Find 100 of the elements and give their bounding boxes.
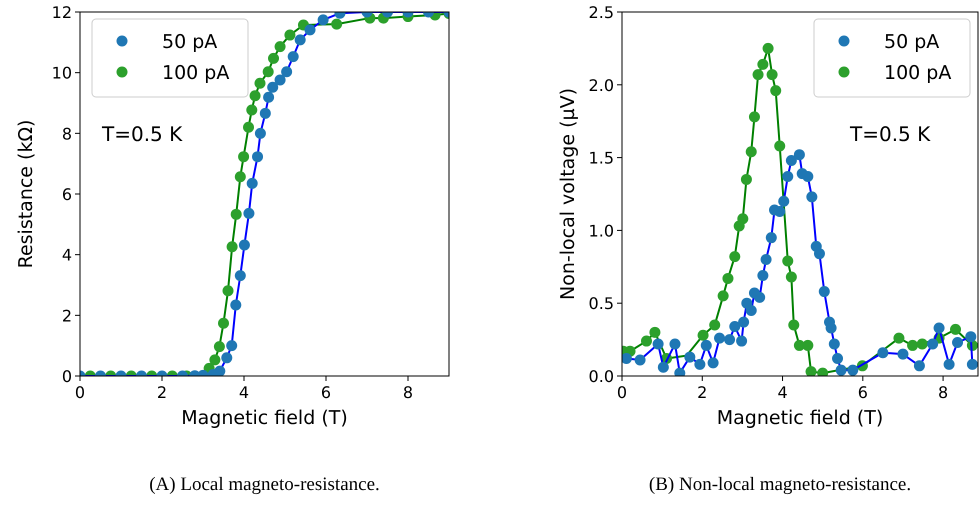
y-tick-label: 0.5 xyxy=(588,294,614,314)
point xyxy=(304,24,316,36)
point xyxy=(652,338,664,350)
point xyxy=(757,270,768,282)
y-tick-label: 10 xyxy=(52,64,72,83)
point xyxy=(748,111,760,122)
point xyxy=(847,364,858,376)
point xyxy=(718,290,729,302)
point xyxy=(760,254,772,266)
point xyxy=(934,322,945,334)
point xyxy=(318,14,329,26)
point xyxy=(832,353,844,364)
point xyxy=(288,51,299,62)
point xyxy=(746,304,757,316)
point xyxy=(965,331,976,342)
point xyxy=(737,213,748,224)
point xyxy=(806,366,817,376)
point xyxy=(246,178,258,189)
y-tick-label: 12 xyxy=(52,3,72,22)
point xyxy=(634,354,646,366)
point xyxy=(916,338,928,350)
point xyxy=(826,322,837,334)
point xyxy=(331,18,342,30)
point xyxy=(284,30,296,41)
y-tick-label: 1.0 xyxy=(588,221,614,240)
point xyxy=(762,42,774,54)
point xyxy=(274,74,286,86)
point xyxy=(243,122,254,133)
point xyxy=(254,78,266,89)
point xyxy=(774,206,786,217)
y-tick-label: 0.0 xyxy=(588,367,614,386)
point xyxy=(836,364,847,376)
point xyxy=(754,292,766,303)
point xyxy=(786,272,797,282)
point xyxy=(893,332,904,344)
point xyxy=(658,362,669,373)
point xyxy=(263,92,274,103)
point xyxy=(802,171,814,182)
x-tick-label: 0 xyxy=(74,383,86,402)
point xyxy=(254,128,266,139)
point xyxy=(738,316,750,328)
point xyxy=(794,149,805,160)
point xyxy=(778,196,790,207)
point xyxy=(736,336,748,347)
point xyxy=(818,286,830,298)
legend-label: 100 pA xyxy=(884,62,952,84)
x-tick-label: 4 xyxy=(238,383,250,402)
point xyxy=(243,208,254,219)
point xyxy=(226,241,238,252)
point xyxy=(281,66,292,78)
point xyxy=(770,85,782,96)
x-axis-title: Magnetic field (T) xyxy=(716,407,884,429)
point xyxy=(788,320,800,331)
point xyxy=(786,155,797,166)
point xyxy=(234,171,246,182)
point xyxy=(927,338,938,350)
point xyxy=(669,338,680,350)
point xyxy=(952,337,964,348)
point xyxy=(729,321,740,332)
annotation: T=0.5 K xyxy=(849,122,932,146)
y-tick-label: 2 xyxy=(62,306,72,326)
x-tick-label: 4 xyxy=(777,383,788,402)
point xyxy=(944,358,955,370)
legend-label: 50 pA xyxy=(884,31,940,53)
x-tick-label: 0 xyxy=(616,383,628,402)
point xyxy=(746,146,757,158)
point xyxy=(757,58,768,70)
y-tick-label: 6 xyxy=(62,185,72,204)
x-tick-label: 6 xyxy=(320,383,332,402)
y-axis-title: Resistance (kΩ) xyxy=(15,120,37,268)
point xyxy=(752,69,764,80)
point xyxy=(782,255,794,266)
point xyxy=(267,82,278,93)
point xyxy=(622,353,632,364)
point xyxy=(724,334,736,346)
point xyxy=(740,174,752,185)
legend-label: 50 pA xyxy=(162,31,218,53)
x-tick-label: 2 xyxy=(697,383,708,402)
point xyxy=(640,336,652,347)
point xyxy=(250,90,261,102)
x-tick-label: 8 xyxy=(938,383,948,402)
y-tick-label: 2.5 xyxy=(588,3,614,22)
y-tick-label: 1.5 xyxy=(588,148,614,168)
y-axis-title: Non-local voltage (μV) xyxy=(557,88,579,300)
point xyxy=(684,352,696,363)
x-tick-label: 2 xyxy=(156,383,168,402)
y-tick-label: 0 xyxy=(62,367,72,386)
point xyxy=(260,108,271,119)
point xyxy=(907,340,918,351)
point xyxy=(262,66,274,78)
point xyxy=(950,324,962,335)
x-axis-title: Magnetic field (T) xyxy=(181,407,348,429)
point xyxy=(782,171,794,182)
point xyxy=(708,357,719,368)
y-tick-label: 4 xyxy=(62,246,72,265)
point xyxy=(766,232,777,244)
point xyxy=(714,332,726,344)
legend-label: 100 pA xyxy=(162,62,230,84)
point xyxy=(268,52,280,64)
point xyxy=(877,347,888,358)
